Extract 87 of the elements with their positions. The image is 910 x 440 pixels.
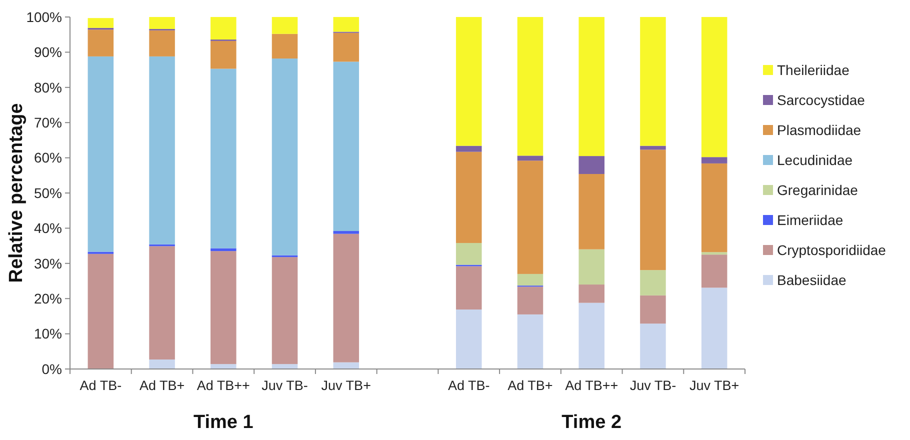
bar [272, 34, 298, 59]
bar [456, 152, 482, 243]
legend-label: Babesiidae [777, 272, 846, 288]
bar [701, 163, 728, 252]
bar [456, 17, 482, 146]
x-tick-label: Juv TB+ [321, 378, 372, 393]
bar [272, 58, 298, 256]
bar [701, 157, 728, 164]
y-tick-label: 70% [34, 114, 62, 130]
y-tick-label: 30% [34, 255, 62, 272]
bar [333, 32, 360, 62]
bar [149, 56, 175, 244]
y-tick-label: 50% [34, 184, 62, 201]
bar [88, 30, 114, 56]
bar [272, 364, 298, 369]
bar [149, 359, 175, 369]
y-tick-label: 10% [34, 326, 62, 342]
bar [88, 18, 114, 28]
bar [333, 231, 360, 234]
bar [640, 150, 666, 270]
bar [210, 40, 236, 69]
legend-label: Sarcocystidae [777, 92, 866, 108]
bar [456, 242, 482, 265]
bar [517, 286, 544, 314]
legend-label: Theileriidae [777, 62, 850, 78]
bar [456, 310, 482, 369]
bar [578, 284, 604, 303]
bar [640, 324, 666, 369]
legend-label: Cryptosporidiidae [777, 242, 886, 258]
bar [578, 156, 604, 174]
legend-label: Gregarinidae [777, 182, 858, 198]
bar [149, 30, 175, 56]
text: Time 2 [562, 412, 622, 433]
bar [272, 17, 298, 34]
bar [640, 17, 666, 146]
x-tick-label: Juv TB- [262, 378, 308, 393]
bar [640, 270, 666, 296]
y-tick-label: 0% [42, 360, 62, 377]
y-tick-label: 100% [26, 8, 62, 25]
bar [149, 246, 175, 360]
bar [210, 248, 236, 252]
bar [701, 17, 728, 158]
legend-label: Eimeriidae [777, 212, 844, 228]
bar [210, 17, 236, 40]
bar [517, 160, 544, 274]
bar [456, 266, 482, 310]
bar [578, 249, 604, 285]
x-tick-label: Ad TB- [80, 378, 122, 393]
legend-label: Plasmodiidae [777, 122, 862, 138]
bar [517, 314, 544, 369]
bar [88, 56, 114, 252]
bar [517, 17, 544, 156]
y-axis-title: Relative percentage [6, 103, 27, 283]
bar [517, 274, 544, 286]
bar [272, 257, 298, 364]
x-tick-label: Ad TB++ [565, 378, 618, 393]
bar [333, 234, 360, 362]
bar [701, 288, 728, 369]
bar [701, 254, 728, 288]
bar [640, 146, 666, 150]
bar [456, 146, 482, 152]
x-tick-label: Juv TB- [630, 378, 676, 393]
bar [517, 156, 544, 161]
x-tick-label: Ad TB++ [196, 378, 250, 393]
y-tick-label: 80% [34, 79, 62, 96]
bar [210, 364, 236, 369]
bar [578, 302, 604, 369]
x-tick-label: Ad TB+ [139, 378, 185, 393]
x-tick-label: Ad TB- [448, 378, 490, 393]
bar [578, 17, 604, 156]
bar [333, 62, 360, 232]
bar [149, 17, 175, 29]
bar [88, 254, 114, 369]
y-tick-label: 40% [34, 220, 62, 236]
bar [578, 174, 604, 250]
bar [333, 17, 360, 32]
x-tick-label: Ad TB+ [508, 378, 553, 393]
bar [640, 295, 666, 324]
bar [210, 68, 236, 248]
x-tick-label: Juv TB+ [689, 378, 740, 393]
y-tick-label: 90% [34, 44, 62, 60]
bar [210, 251, 236, 364]
bar [701, 252, 728, 255]
y-tick-label: 60% [34, 150, 62, 166]
text: Time 1 [193, 412, 254, 433]
legend-label: Lecudinidae [777, 152, 853, 168]
y-tick-label: 20% [34, 290, 62, 306]
